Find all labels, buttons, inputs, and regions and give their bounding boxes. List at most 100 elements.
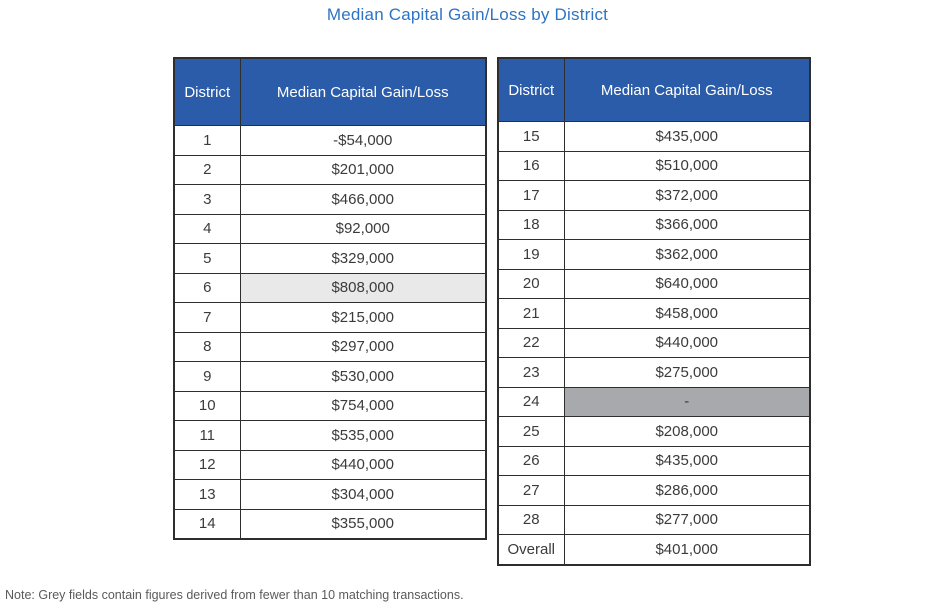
value-cell: -$54,000	[239, 125, 487, 156]
table-row: 6 $808,000	[173, 272, 487, 303]
table-row: 14 $355,000	[173, 508, 487, 540]
value-column-header: Median Capital Gain/Loss	[239, 57, 487, 126]
district-cell: 1	[173, 125, 241, 156]
table-row: 17 $372,000	[497, 180, 811, 211]
district-table-left: District Median Capital Gain/Loss 1 -$54,…	[173, 57, 487, 540]
value-cell: $286,000	[563, 475, 811, 506]
district-cell: 23	[497, 357, 565, 388]
value-cell: $201,000	[239, 154, 487, 185]
district-cell: 10	[173, 390, 241, 421]
table-row: 5 $329,000	[173, 243, 487, 274]
district-cell: 5	[173, 243, 241, 274]
table-row: 8 $297,000	[173, 331, 487, 362]
table-row: Overall $401,000	[497, 534, 811, 565]
value-cell: $808,000	[239, 272, 487, 303]
value-cell: $401,000	[563, 534, 811, 565]
district-column-header: District	[173, 57, 241, 126]
table-row: 16 $510,000	[497, 150, 811, 181]
value-cell: $435,000	[563, 121, 811, 152]
district-cell: 3	[173, 184, 241, 215]
table-row: 20 $640,000	[497, 268, 811, 299]
district-cell: 27	[497, 475, 565, 506]
district-cell: 20	[497, 268, 565, 299]
table-row: 21 $458,000	[497, 298, 811, 329]
value-cell: $754,000	[239, 390, 487, 421]
table-row: 19 $362,000	[497, 239, 811, 270]
district-cell: 8	[173, 331, 241, 362]
value-cell: $458,000	[563, 298, 811, 329]
table-row: 4 $92,000	[173, 213, 487, 244]
value-cell: -	[563, 386, 811, 417]
district-cell: 15	[497, 121, 565, 152]
value-cell: $440,000	[563, 327, 811, 358]
district-cell: 25	[497, 416, 565, 447]
value-cell: $372,000	[563, 180, 811, 211]
table-row: 23 $275,000	[497, 357, 811, 388]
table-row: 12 $440,000	[173, 449, 487, 480]
table-row: 28 $277,000	[497, 504, 811, 535]
value-cell: $329,000	[239, 243, 487, 274]
district-table-right: District Median Capital Gain/Loss 15 $435…	[497, 57, 811, 566]
district-cell: 14	[173, 508, 241, 540]
district-cell: 22	[497, 327, 565, 358]
value-cell: $362,000	[563, 239, 811, 270]
table-row: 18 $366,000	[497, 209, 811, 240]
page-title: Median Capital Gain/Loss by District	[326, 5, 609, 24]
table-row: 26 $435,000	[497, 445, 811, 476]
value-cell: $510,000	[563, 150, 811, 181]
value-cell: $208,000	[563, 416, 811, 447]
header-row: District Median Capital Gain/Loss	[497, 57, 811, 122]
table-header: District Median Capital Gain/Loss	[173, 57, 487, 126]
value-cell: $297,000	[239, 331, 487, 362]
footnote: Note: Grey fields contain figures derive…	[5, 588, 464, 602]
district-cell: 28	[497, 504, 565, 535]
value-cell: $440,000	[239, 449, 487, 480]
district-cell: 6	[173, 272, 241, 303]
value-cell: $366,000	[563, 209, 811, 240]
district-cell: 9	[173, 361, 241, 392]
table-row: 24-	[497, 386, 811, 417]
table-body-right: 15 $435,000 16 $510,000 17 $372,000 18 $366,000…	[497, 121, 811, 565]
table-header: District Median Capital Gain/Loss	[497, 57, 811, 122]
value-cell: $277,000	[563, 504, 811, 535]
value-cell: $640,000	[563, 268, 811, 299]
value-cell: $215,000	[239, 302, 487, 333]
district-cell: 13	[173, 479, 241, 510]
table-row: 3 $466,000	[173, 184, 487, 215]
value-cell: $466,000	[239, 184, 487, 215]
table-row: 7 $215,000	[173, 302, 487, 333]
value-column-header: Median Capital Gain/Loss	[563, 57, 811, 122]
district-cell: 11	[173, 420, 241, 451]
value-cell: $304,000	[239, 479, 487, 510]
table-row: 13 $304,000	[173, 479, 487, 510]
table-row: 27 $286,000	[497, 475, 811, 506]
value-cell: $435,000	[563, 445, 811, 476]
district-cell: Overall	[497, 534, 565, 565]
district-cell: 2	[173, 154, 241, 185]
district-cell: 18	[497, 209, 565, 240]
value-cell: $535,000	[239, 420, 487, 451]
table-row: 2 $201,000	[173, 154, 487, 185]
district-cell: 26	[497, 445, 565, 476]
table-body-left: 1 -$54,000 2 $201,000 3 $466,000 4 $92,000 5 $329…	[173, 125, 487, 540]
district-column-header: District	[497, 57, 565, 122]
district-cell: 12	[173, 449, 241, 480]
district-cell: 24	[497, 386, 565, 417]
value-cell: $92,000	[239, 213, 487, 244]
table-row: 25 $208,000	[497, 416, 811, 447]
district-cell: 7	[173, 302, 241, 333]
district-cell: 17	[497, 180, 565, 211]
district-cell: 21	[497, 298, 565, 329]
table-row: 15 $435,000	[497, 121, 811, 152]
tables-container: District Median Capital Gain/Loss 1 -$54,…	[173, 57, 811, 566]
value-cell: $355,000	[239, 508, 487, 540]
header-row: District Median Capital Gain/Loss	[173, 57, 487, 126]
table-row: 9 $530,000	[173, 361, 487, 392]
table-row: 11 $535,000	[173, 420, 487, 451]
district-cell: 4	[173, 213, 241, 244]
value-cell: $530,000	[239, 361, 487, 392]
table-row: 10 $754,000	[173, 390, 487, 421]
value-cell: $275,000	[563, 357, 811, 388]
table-row: 1 -$54,000	[173, 125, 487, 156]
